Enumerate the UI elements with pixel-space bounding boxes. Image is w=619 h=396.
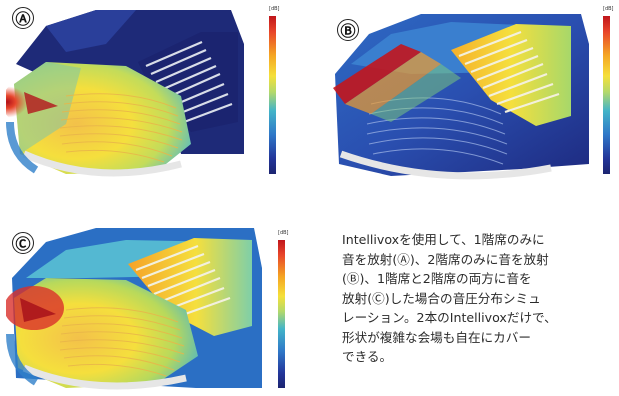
- caption-line: レーション。2本のIntellivoxだけで、: [342, 310, 557, 325]
- sound-map-c: [6, 228, 262, 390]
- simulation-panel-a: Ⓐ: [6, 4, 258, 186]
- colorbar-b: [dB]: [603, 6, 617, 174]
- caption-line: (Ⓑ)、1階席と2階席の両方に音を: [342, 271, 532, 286]
- sound-map-b: [333, 14, 589, 180]
- sound-map-a: [6, 10, 244, 177]
- simulation-panel-b: Ⓑ: [331, 4, 599, 186]
- caption-line: 音を放射(Ⓐ)、2階席のみに音を放射: [342, 251, 549, 267]
- caption-line: 形状が複雑な会場も自在にカバー: [342, 329, 531, 345]
- panel-label-a: Ⓐ: [12, 7, 34, 29]
- colorbar-gradient-b: [603, 16, 610, 174]
- caption-line: 放射(Ⓒ)した場合の音圧分布シミュ: [342, 290, 541, 306]
- panel-label-c: Ⓒ: [12, 232, 34, 254]
- caption-line: Intellivoxを使用して、1階席のみに: [342, 232, 545, 247]
- colorbar-c: [dB]: [278, 230, 292, 388]
- colorbar-a: [dB]: [269, 6, 283, 174]
- colorbar-gradient-a: [269, 16, 276, 174]
- panel-label-b: Ⓑ: [337, 19, 359, 41]
- caption-description: Intellivoxを使用して、1階席のみに 音を放射(Ⓐ)、2階席のみに音を放…: [342, 230, 610, 367]
- caption-line: できる。: [342, 349, 393, 364]
- simulation-panel-c: Ⓒ: [6, 228, 268, 396]
- colorbar-gradient-c: [278, 240, 285, 388]
